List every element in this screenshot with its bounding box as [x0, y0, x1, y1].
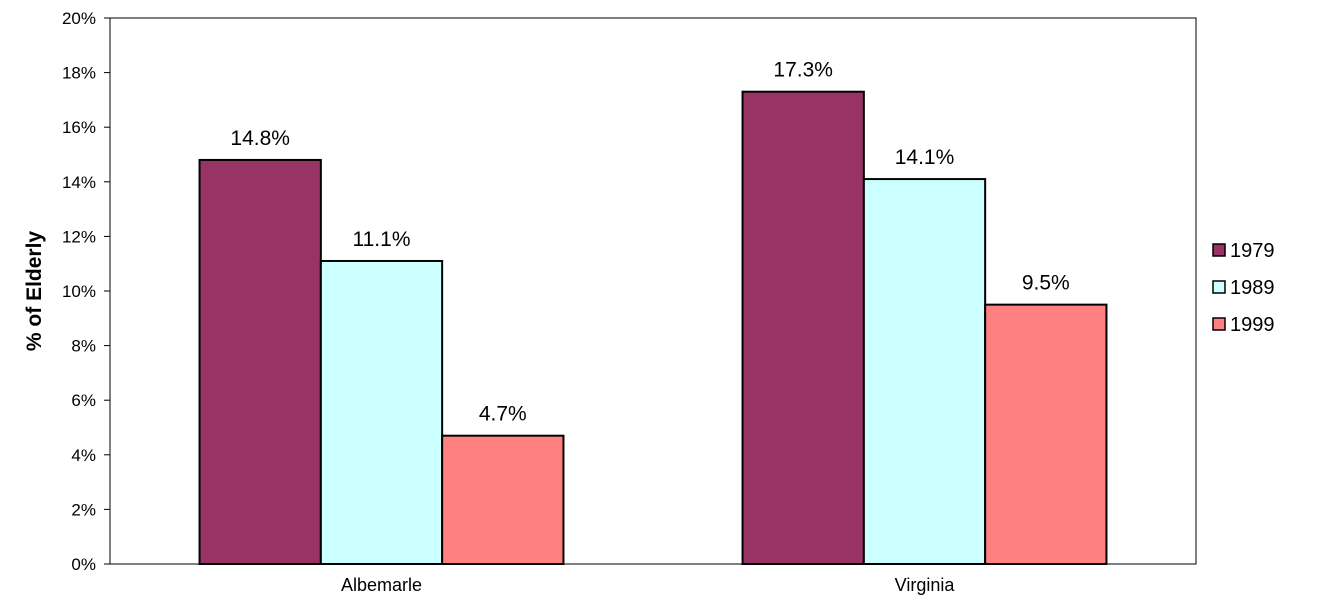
y-tick-label: 14% — [62, 173, 96, 192]
x-category-label: Albemarle — [341, 575, 422, 595]
y-tick-label: 6% — [71, 391, 96, 410]
y-axis: 0% 2% 4% 6% 8% 10% 12% 14% 16% 18% 20% — [62, 9, 110, 574]
y-tick-label: 0% — [71, 555, 96, 574]
legend-label: 1999 — [1230, 314, 1275, 336]
bar-1989-albemarle — [319, 259, 444, 565]
data-label: 17.3% — [773, 59, 833, 82]
data-label: 14.1% — [895, 146, 955, 169]
y-tick-label: 12% — [62, 227, 96, 246]
data-label: 4.7% — [479, 403, 527, 426]
y-tick-label: 10% — [62, 282, 96, 301]
y-tick-label: 16% — [62, 118, 96, 137]
bar-1989-virginia — [862, 178, 987, 565]
data-label: 11.1% — [353, 228, 411, 251]
bar-1999-virginia — [984, 303, 1108, 565]
bar-1979-albemarle — [198, 158, 322, 566]
y-tick-label: 18% — [62, 64, 96, 83]
data-labels: 14.8% 11.1% 4.7% 17.3% 14.1% 9.5% — [230, 59, 1069, 426]
legend-label: 1979 — [1230, 240, 1275, 262]
y-tick-label: 4% — [71, 446, 96, 465]
y-tick-label: 8% — [71, 337, 96, 356]
y-axis-title: % of Elderly — [23, 231, 46, 352]
data-label: 9.5% — [1022, 272, 1070, 295]
bars — [198, 90, 1108, 566]
legend-label: 1989 — [1230, 277, 1275, 299]
legend-swatch-1989 — [1212, 280, 1226, 294]
x-category-label: Virginia — [895, 575, 956, 595]
bar-1999-albemarle — [441, 434, 565, 565]
x-axis: Albemarle Virginia — [341, 575, 955, 595]
y-tick-label: 2% — [71, 500, 96, 519]
legend: 1979 1989 1999 — [1212, 240, 1275, 336]
y-tick-label: 20% — [62, 9, 96, 28]
bar-1979-virginia — [741, 90, 865, 566]
legend-swatch-1999 — [1212, 317, 1226, 331]
legend-swatch-1979 — [1212, 243, 1226, 257]
data-label: 14.8% — [230, 127, 290, 150]
